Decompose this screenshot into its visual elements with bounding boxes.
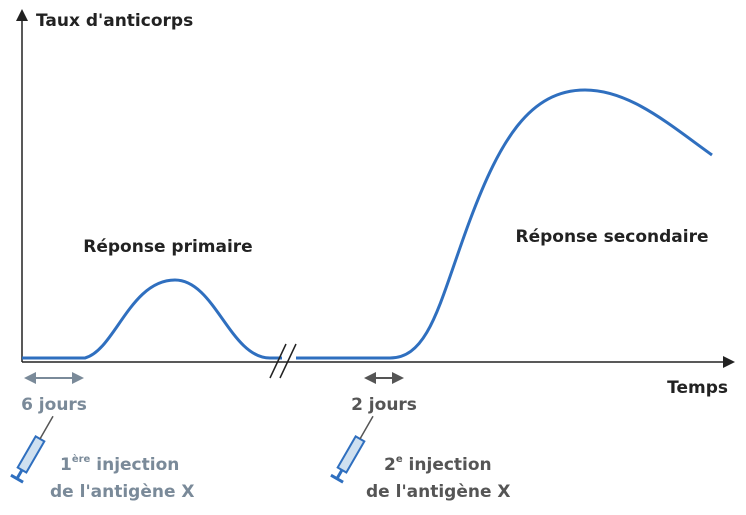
injection-label: de l'antigène X: [50, 482, 195, 502]
primary-label: Réponse primaire: [83, 237, 252, 257]
primary-curve: [22, 278, 282, 360]
injection-label: 2e injection: [384, 454, 492, 475]
delay-label: 6 jours: [21, 395, 87, 415]
injection-superscript: e: [396, 454, 403, 465]
injection-number: 1: [60, 455, 72, 475]
secondary-curve: [296, 88, 713, 360]
injection-text: injection: [403, 455, 492, 475]
syringe: [330, 415, 374, 484]
syringe: [10, 415, 54, 484]
delay-label: 2 jours: [351, 395, 417, 415]
injection-label: 1ère injection: [60, 453, 179, 475]
injection-text: injection: [90, 455, 179, 475]
y-axis-label: Taux d'anticorps: [36, 11, 193, 31]
x-axis-label: Temps: [667, 378, 728, 398]
axis-break: [269, 343, 287, 379]
injection-superscript: ère: [72, 453, 91, 465]
secondary-label: Réponse secondaire: [515, 227, 708, 247]
injection-label: de l'antigène X: [366, 482, 511, 502]
axis-break: [279, 343, 297, 379]
injection-number: 2: [384, 455, 396, 475]
